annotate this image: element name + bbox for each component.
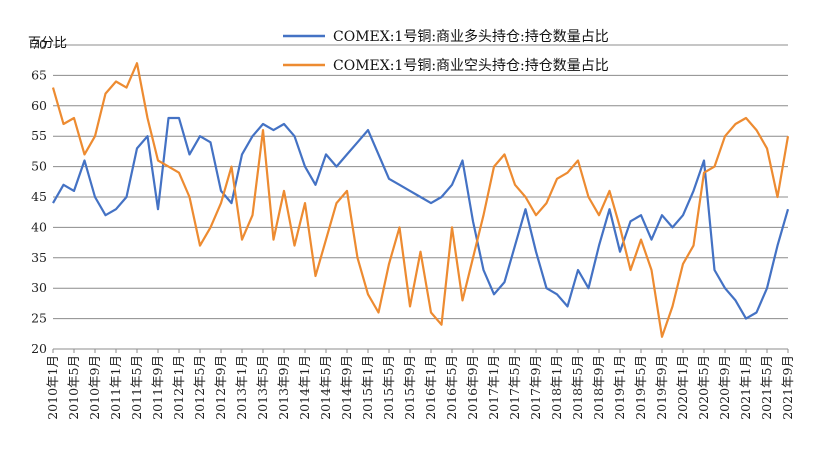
x-tick-label: 2017年1月 (486, 355, 501, 420)
series-line-0 (52, 116, 790, 320)
x-tick-label: 2018年1月 (549, 355, 564, 420)
x-tick-label: 2020年9月 (717, 355, 732, 420)
x-tick-label: 2014年1月 (297, 355, 312, 420)
legend-label-short: COMEX:1号铜:商业空头持仓:持仓数量占比 (333, 58, 609, 74)
x-tick-label: 2017年5月 (507, 355, 522, 420)
x-tick-label: 2015年5月 (381, 355, 396, 420)
x-tick-label: 2013年9月 (276, 355, 291, 420)
x-tick-label: 2012年1月 (171, 355, 186, 420)
x-tick-label: 2014年9月 (339, 355, 354, 420)
x-tick-label: 2016年1月 (423, 355, 438, 420)
x-tick-label: 2019年9月 (654, 355, 669, 420)
y-tick-label-50: 50 (31, 159, 47, 174)
x-tick-label: 2018年5月 (570, 355, 585, 420)
y-axis-ticks: 20 25 30 35 40 45 50 55 60 65 70 (31, 37, 47, 356)
x-tick-label: 2011年9月 (150, 355, 165, 420)
legend-label-long: COMEX:1号铜:商业多头持仓:持仓数量占比 (333, 28, 609, 45)
y-tick-label-70: 70 (31, 37, 47, 52)
x-tick-label: 2010年1月 (45, 355, 60, 420)
x-tick-label: 2019年5月 (633, 355, 648, 420)
x-tick-label: 2012年9月 (213, 355, 228, 420)
x-tick-label: 2021年1月 (738, 355, 753, 420)
x-tick-label: 2021年9月 (780, 355, 795, 420)
x-tick-label: 2020年5月 (696, 355, 711, 420)
x-tick-label: 2015年1月 (360, 355, 375, 420)
x-tick-label: 2020年1月 (675, 355, 690, 420)
x-tick-label: 2019年1月 (612, 355, 627, 420)
x-axis: 2010年1月 2010年5月 2010年9月 2011年1月 2011年5月 2011年… (45, 348, 795, 420)
y-tick-label-20: 20 (31, 341, 47, 356)
x-tick-label: 2011年5月 (129, 355, 144, 420)
x-tick-label: 2010年5月 (66, 355, 81, 420)
x-tick-label: 2012年5月 (192, 355, 207, 420)
y-tick-label-65: 65 (31, 67, 47, 82)
x-tick-label: 2015年9月 (402, 355, 417, 420)
y-tick-label-60: 60 (31, 98, 47, 113)
series-lines (51, 62, 790, 338)
series-line-1 (51, 62, 790, 338)
x-tick-label: 2021年5月 (759, 355, 774, 420)
x-tick-label: 2018年9月 (591, 355, 606, 420)
x-tick-label: 2011年1月 (108, 355, 123, 420)
y-tick-label-40: 40 (31, 219, 47, 234)
x-tick-label: 2010年9月 (87, 355, 102, 420)
x-tick-label: 2016年5月 (444, 355, 459, 420)
y-tick-label-55: 55 (31, 128, 47, 143)
x-tick-label: 2014年5月 (318, 355, 333, 420)
x-tick-label: 2016年9月 (465, 355, 480, 420)
y-tick-label-45: 45 (31, 189, 47, 204)
x-tick-label: 2017年9月 (528, 355, 543, 420)
y-axis-label: 百分比 (28, 36, 67, 51)
y-tick-label-30: 30 (31, 280, 47, 295)
y-tick-label-25: 25 (31, 311, 47, 326)
y-tick-label-35: 35 (31, 250, 47, 265)
legend: COMEX:1号铜:商业多头持仓:持仓数量占比 COMEX:1号铜:商业空头持仓… (283, 28, 609, 74)
x-tick-label: 2013年1月 (234, 355, 249, 420)
x-tick-label: 2013年5月 (255, 355, 270, 420)
